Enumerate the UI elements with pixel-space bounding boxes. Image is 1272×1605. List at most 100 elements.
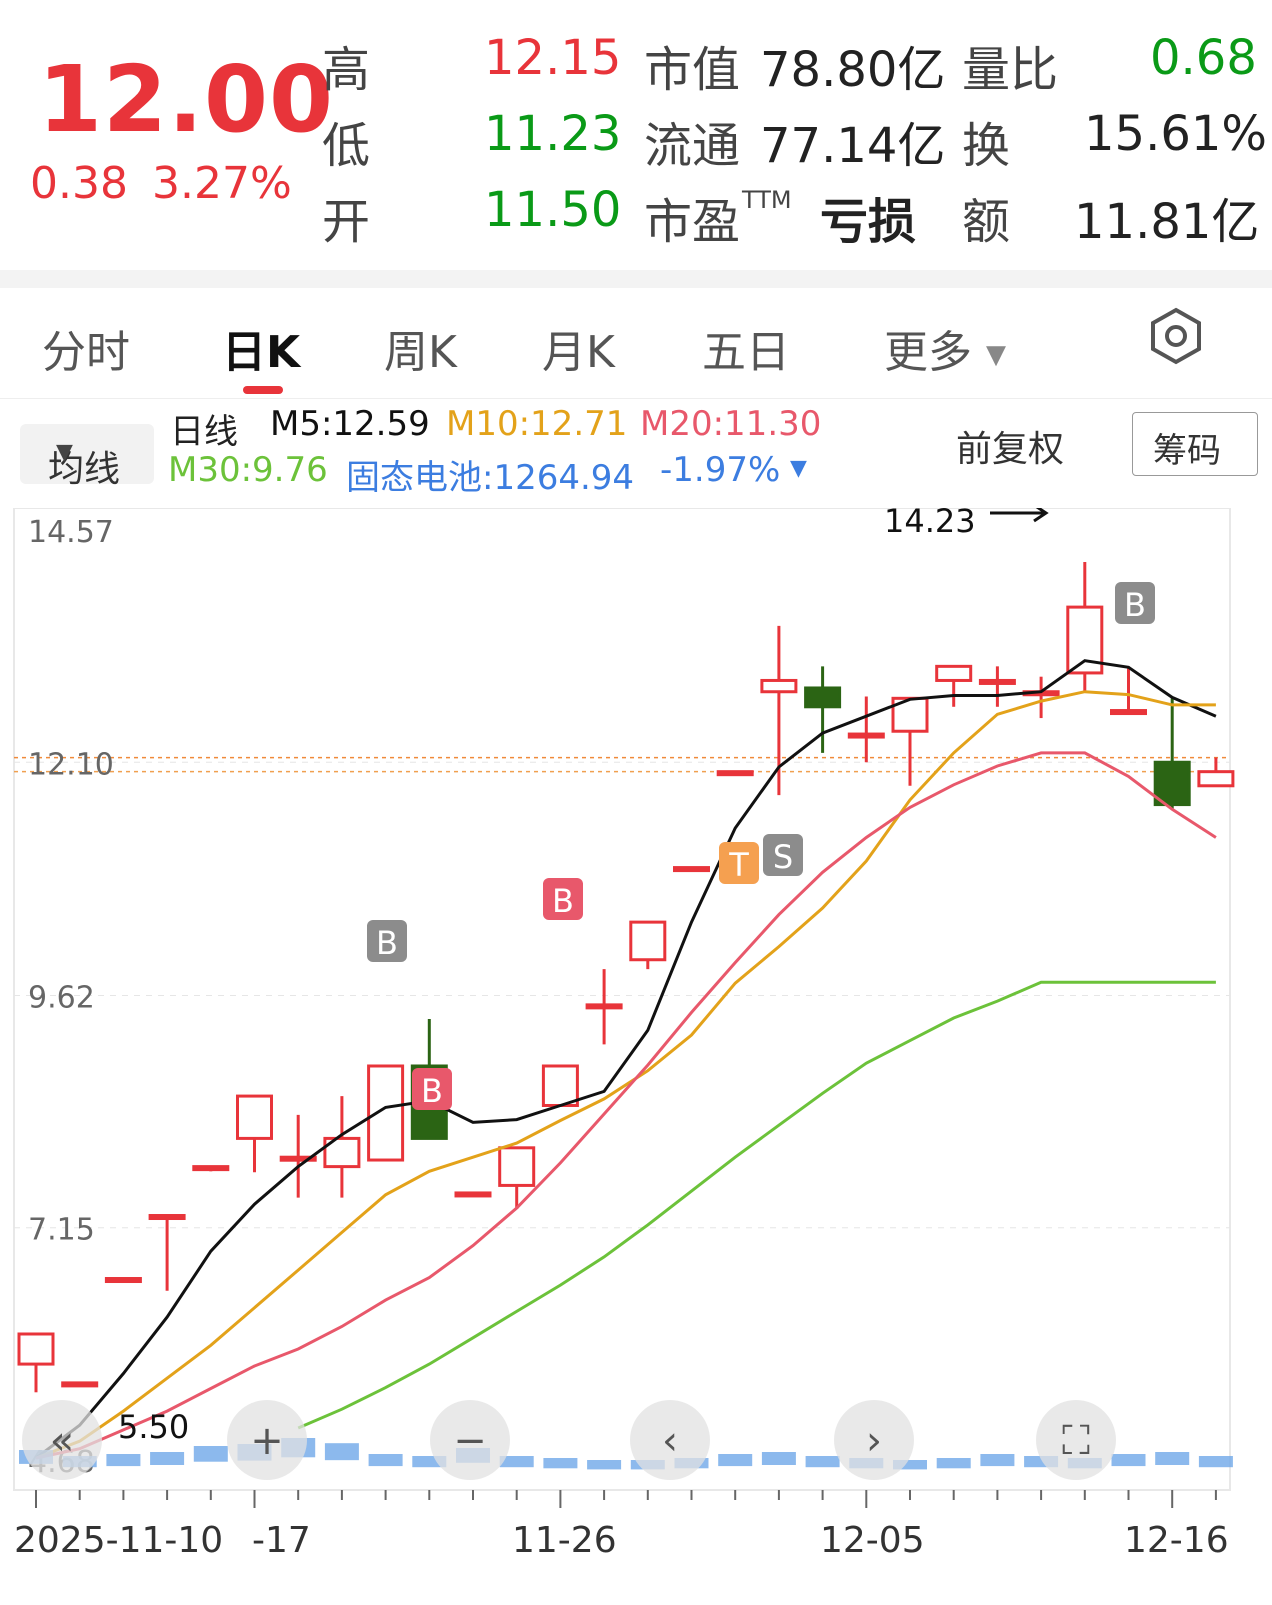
chart-controls[interactable]: « + − ‹ › ⛶ [22,1400,1116,1480]
x-tick-label: 12-05 [820,1520,925,1561]
candle-body [498,1146,536,1187]
open-value: 11.50 [484,182,622,238]
buy-signal-marker-letter: B [552,882,574,920]
turnover-label: 换 [962,118,1011,174]
sell-signal-marker-letter: S [773,838,793,876]
moving-average-lines [35,659,1217,1460]
ma-line-m30 [297,980,1216,1430]
candle-body [61,1381,99,1388]
tab-weekly-k[interactable]: 周K [384,327,457,378]
last-price: 12.00 [38,46,335,153]
chevron-right-icon-glyph: › [866,1418,882,1464]
volume-bar [1024,1456,1059,1468]
volume-bar [761,1452,796,1465]
y-tick-label: 7.15 [28,1213,95,1248]
tab-monthly-k[interactable]: 月K [542,327,615,378]
tab-daily-k[interactable]: 日K [222,327,301,378]
settings-hexagon-icon[interactable] [1144,304,1208,368]
ma-line-m20 [35,751,1217,1460]
buy-signal-marker: B [367,920,407,962]
y-tick-label: 9.62 [28,980,95,1015]
zoom-out-icon-glyph: − [453,1418,487,1464]
volume-bar [893,1460,927,1470]
rewind-icon[interactable]: « [22,1400,102,1480]
market-cap-label: 市值 [644,42,741,98]
candle-body [585,1003,623,1010]
market-cap-value: 78.80亿 [760,42,946,98]
high-label: 高 [322,42,371,98]
chip-button-label: 筹码 [1153,431,1221,471]
open-label: 开 [322,194,371,250]
fullscreen-icon-bg [1036,1400,1116,1480]
tab-more[interactable]: 更多 ▼ [884,316,1006,380]
volume-bar [193,1446,228,1462]
x-tick-label: 11-26 [512,1520,617,1561]
candle-body [1110,709,1147,716]
volume-bar [412,1456,447,1468]
chart-grid [14,756,1230,1229]
zoom-out-icon[interactable]: − [430,1400,510,1480]
buy-signal-marker-letter: B [376,924,398,962]
candle-body [104,1277,142,1284]
candle-body [1197,770,1235,788]
y-tick-label: 12.10 [28,747,114,782]
candle-body [1153,760,1191,807]
turnover-value: 15.61% [1084,106,1268,162]
fullscreen-icon[interactable]: ⛶ [1036,1400,1116,1480]
volume-bar [1111,1454,1146,1467]
sell-signal-marker-box [763,834,803,876]
ma-line-m10 [35,690,1216,1460]
candle-body [847,732,885,739]
min-price-label: 5.50 [118,1408,189,1446]
legend-m20: M20:11.30 [640,404,822,444]
adjust-mode-button[interactable]: 前复权 [956,429,1065,470]
chart-annotations: 14.23 5.50 B B B T S B [118,508,1155,1446]
volume-ratio-value: 0.68 [1150,30,1257,86]
buy-signal-marker: B [543,878,583,920]
caret-down-icon[interactable]: ▼ [790,456,807,481]
candlestick-series [17,561,1235,1393]
section-divider [0,270,1272,288]
volume-bar [1198,1456,1233,1468]
float-cap-value: 77.14亿 [760,118,946,174]
legend-sector-change: -1.97% [660,450,781,490]
buy-signal-marker-letter: B [421,1072,443,1110]
candle-body [673,866,710,873]
pe-value: 亏损 [820,194,917,250]
chevron-left-icon-bg [630,1400,710,1480]
candle-body [279,1155,317,1162]
candle-body [760,678,798,694]
x-tick-label: -17 [252,1520,311,1561]
chevron-left-icon-glyph: ‹ [662,1418,678,1464]
y-tick-label: 14.57 [28,515,114,550]
pe-ttm-superscript: TTM [742,186,792,214]
volume-bar [936,1458,971,1469]
chevron-left-icon[interactable]: ‹ [630,1400,710,1480]
trade-signal-marker-letter: T [728,846,749,884]
chip-distribution-button[interactable]: 筹码 [1132,412,1258,476]
candle-body [716,770,754,777]
sell-signal-marker: S [763,834,803,876]
volume-bar [543,1458,578,1469]
rewind-icon-glyph: « [50,1418,74,1464]
max-price-label: 14.23 [884,508,976,540]
price-change-percent: 3.27% [152,158,292,209]
arrow-right-icon [990,508,1049,523]
candle-body [367,1064,405,1162]
legend-m10: M10:12.71 [446,404,628,444]
zoom-in-icon[interactable]: + [227,1400,307,1480]
rewind-icon-bg [22,1400,102,1480]
legend-sector-index[interactable]: 固态电池:1264.94 [346,458,635,498]
candle-body [192,1165,230,1172]
moving-average-selector[interactable]: 均线 ▼ [20,424,154,490]
tab-five-day[interactable]: 五日 [702,327,790,378]
float-cap-label: 流通 [644,118,741,174]
chevron-right-icon[interactable]: › [834,1400,914,1480]
chevron-right-icon-bg [834,1400,914,1480]
buy-signal-marker-box [1115,582,1155,624]
tab-intraday[interactable]: 分时 [42,327,130,378]
legend-m30: M30:9.76 [168,450,328,490]
candle-body [629,920,667,962]
volume-bar [805,1456,840,1468]
